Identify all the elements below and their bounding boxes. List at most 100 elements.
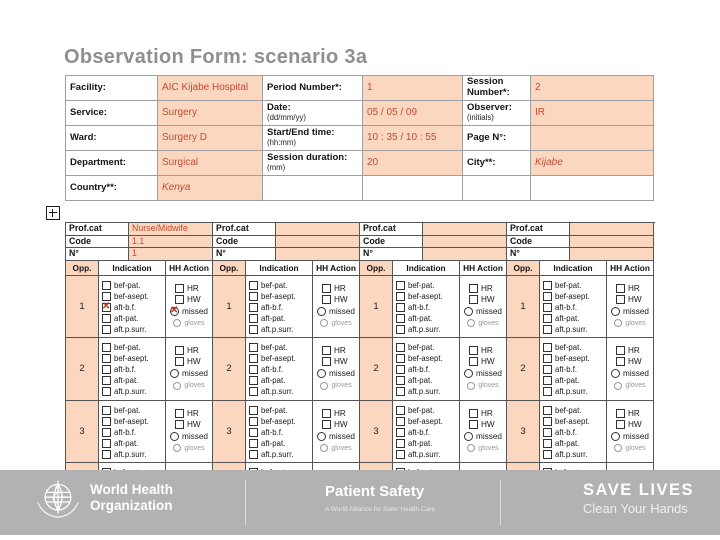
indication-cell: bef-pat.bef-asept.aft-b.f.aft-pat.aft.p.… (393, 463, 460, 471)
action-label: HW (481, 419, 495, 429)
indication-cell: bef-pat.bef-asept.aft-b.f.aft-pat.aft.p.… (99, 400, 166, 463)
form-header-row: Facility: AIC Kijabe Hospital Period Numbe… (65, 75, 654, 101)
indication-checkbox (102, 291, 111, 301)
indication-label: aft.p.surr. (408, 387, 441, 396)
indication-checkbox (102, 354, 111, 363)
form-label-cell: Start/End time: (hh:mm) (262, 125, 363, 151)
action-label: HW (334, 357, 348, 366)
action-option: gloves (460, 380, 506, 391)
indication-label: aft-pat. (555, 313, 580, 323)
indication-checkbox (249, 291, 258, 301)
action-label: HR (481, 408, 493, 418)
action-label: HW (187, 294, 201, 304)
action-label: HR (628, 283, 640, 293)
form-field-value: 10 : 35 / 10 : 55 (367, 132, 437, 144)
action-option: HW (166, 356, 212, 367)
code-value (570, 235, 654, 248)
code-label: Code (507, 235, 570, 248)
opportunity-row: bef-pat.bef-asept.aft-b.f.aft-pat.aft.p.… (360, 463, 507, 471)
page-title: Observation Form: scenario 3a (64, 46, 368, 68)
who-org-name: World Health Organization (90, 482, 173, 514)
code-label: Code (360, 235, 423, 248)
indication-checkbox (102, 343, 111, 352)
form-value-cell: 2 (530, 75, 654, 101)
opportunity-row: 1bef-pat.bef-asept.aft-b.f.aft-pat.aft.p… (66, 275, 213, 338)
action-label: HR (334, 283, 346, 293)
form-label-cell: Session duration: (mm) (262, 150, 363, 176)
indication-label: bef-pat. (408, 280, 435, 290)
n-number-value (570, 248, 654, 261)
indication-option: bef-pat. (249, 280, 312, 291)
indication-label: aft-b.f. (408, 427, 431, 437)
indication-label: aft-b.f. (261, 302, 284, 312)
indication-checkbox (102, 468, 111, 471)
indication-label: bef-asept. (114, 416, 149, 426)
action-label: missed (329, 306, 355, 316)
n-number-row: N° (360, 248, 507, 261)
action-checkbox (467, 444, 476, 452)
indication-label: aft.p.surr. (261, 449, 294, 459)
indication-checkbox (543, 365, 552, 374)
action-option: gloves (166, 380, 212, 391)
indication-option: bef-asept. (249, 416, 312, 427)
form-field-label: Ward: (70, 131, 97, 143)
action-option: HR (460, 345, 506, 356)
handle-plus-horizontal (49, 212, 57, 213)
indication-option: bef-asept. (102, 353, 165, 364)
indication-column-header: Indication (246, 260, 313, 276)
indication-option: aft-pat. (249, 438, 312, 449)
indication-checkbox (396, 313, 405, 323)
patient-safety-title: Patient Safety (325, 483, 425, 500)
opportunity-number-cell: 2 (66, 338, 99, 401)
indication-option: aft.p.surr. (102, 324, 165, 335)
indication-label: aft-pat. (261, 376, 286, 385)
save-lives-title: SAVE LIVES (583, 481, 694, 499)
action-option: HW (313, 356, 359, 367)
action-option: HW (607, 294, 653, 305)
indication-option: aft.p.surr. (249, 386, 312, 397)
action-checkbox (322, 294, 331, 304)
indication-label: aft-pat. (114, 313, 139, 323)
indication-checkbox (102, 427, 111, 437)
form-header-row: Country**: Kenya (65, 175, 654, 201)
indication-label: aft-pat. (114, 376, 139, 385)
action-label: HR (187, 346, 199, 355)
form-field-value: 2 (535, 82, 541, 94)
indication-label: bef-asept. (261, 416, 296, 426)
action-option: HR (313, 283, 359, 294)
indication-option: aft-pat. (249, 313, 312, 324)
indication-checkbox (396, 291, 405, 301)
indication-option: bef-asept. (249, 353, 312, 364)
indication-label: aft.p.surr. (408, 449, 441, 459)
indication-option: aft-b.f. (249, 427, 312, 438)
action-label: gloves (184, 319, 205, 327)
indication-label: aft-b.f. (555, 365, 578, 374)
indication-checkbox (249, 365, 258, 374)
indication-label: aft-b.f. (114, 302, 137, 312)
form-value-cell: AIC Kijabe Hospital (157, 75, 263, 101)
form-label-cell: City**: (462, 150, 531, 176)
indication-label: aft-b.f. (408, 365, 431, 374)
form-field-label: Session Number*: (467, 76, 510, 98)
indication-checkbox (249, 438, 258, 448)
indication-label: aft-pat. (555, 438, 580, 448)
indication-option: aft-b.f. (102, 301, 165, 313)
indication-label: aft-pat. (261, 438, 286, 448)
indication-option: aft-b.f. (249, 364, 312, 375)
action-checkbox (175, 283, 184, 293)
indication-label: bef-pat. (114, 280, 141, 290)
hh-action-column-header: HH Action (460, 260, 507, 276)
indication-option: bef-asept. (102, 416, 165, 427)
indication-option: aft.p.surr. (396, 324, 459, 335)
form-label-cell: Page N°: (462, 125, 531, 151)
indication-checkbox (249, 416, 258, 426)
indication-checkbox (102, 301, 111, 312)
indication-checkbox (249, 405, 258, 415)
action-checkbox (170, 369, 179, 378)
indication-checkbox (396, 302, 405, 312)
indication-option: aft-pat. (102, 313, 165, 324)
indication-option: aft.p.surr. (396, 386, 459, 397)
indication-label: bef-asept. (555, 354, 590, 363)
indication-cell: bef-pat.bef-asept.aft-b.f.aft-pat.aft.p.… (540, 463, 607, 471)
